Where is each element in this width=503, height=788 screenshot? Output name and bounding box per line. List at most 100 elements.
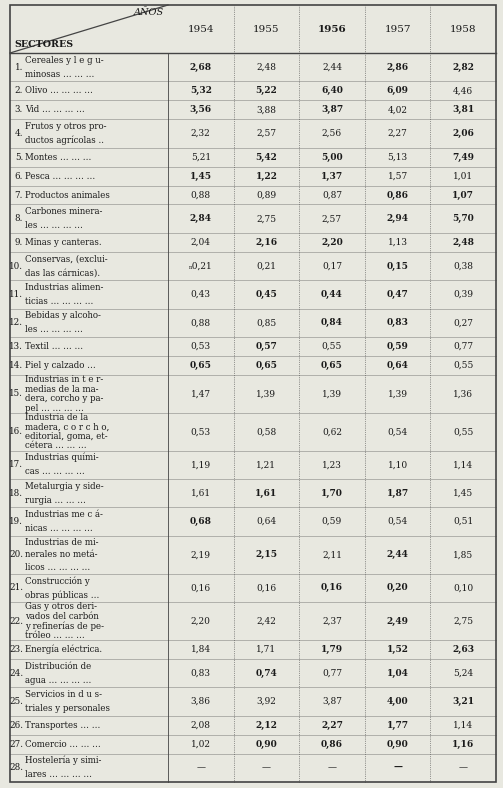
Text: 28.: 28. [9, 764, 23, 772]
Text: 2,04: 2,04 [191, 238, 211, 247]
Text: 17.: 17. [9, 460, 23, 470]
Text: 1,87: 1,87 [386, 489, 408, 498]
Text: 0,85: 0,85 [256, 318, 277, 327]
Text: 2,44: 2,44 [387, 550, 408, 559]
Text: Conservas, (exclui-: Conservas, (exclui- [25, 255, 108, 263]
Text: 0,38: 0,38 [453, 262, 473, 270]
Text: 1,14: 1,14 [453, 460, 473, 470]
Text: 0,88: 0,88 [191, 191, 211, 199]
Text: cétera … … …: cétera … … … [25, 441, 87, 451]
Text: 0,51: 0,51 [453, 517, 473, 526]
Text: Hostelería y simi-: Hostelería y simi- [25, 756, 102, 765]
Text: 2,68: 2,68 [190, 63, 212, 72]
Text: Frutos y otros pro-: Frutos y otros pro- [25, 122, 107, 131]
Text: 21.: 21. [9, 583, 23, 593]
Text: —: — [459, 764, 468, 772]
Text: 2,11: 2,11 [322, 550, 342, 559]
Text: 5,32: 5,32 [190, 87, 212, 95]
Text: 0,53: 0,53 [191, 427, 211, 437]
Text: 24.: 24. [9, 669, 23, 678]
Text: 0,77: 0,77 [322, 669, 342, 678]
Text: 18.: 18. [9, 489, 23, 498]
Text: 5,24: 5,24 [453, 669, 473, 678]
Text: 2,20: 2,20 [321, 238, 343, 247]
Text: 2,19: 2,19 [191, 550, 211, 559]
Text: 10.: 10. [9, 262, 23, 270]
Text: 1,22: 1,22 [256, 172, 277, 180]
Text: obras públicas …: obras públicas … [25, 590, 100, 600]
Text: 0,89: 0,89 [257, 191, 277, 199]
Text: 2,08: 2,08 [191, 721, 211, 730]
Text: 7,49: 7,49 [452, 153, 474, 162]
Text: 26.: 26. [9, 721, 23, 730]
Text: 3,56: 3,56 [190, 106, 212, 114]
Text: 3.: 3. [15, 106, 23, 114]
Text: licos … … … …: licos … … … … [25, 563, 90, 572]
Text: —: — [262, 764, 271, 772]
Text: 3,92: 3,92 [257, 697, 276, 706]
Text: 1,61: 1,61 [256, 489, 278, 498]
Text: 11.: 11. [9, 290, 23, 299]
Text: Distribución de: Distribución de [25, 661, 91, 671]
Text: 0,16: 0,16 [191, 583, 211, 593]
Text: agua … … … …: agua … … … … [25, 676, 92, 685]
Text: 3,86: 3,86 [191, 697, 211, 706]
Text: Transportes … …: Transportes … … [25, 721, 101, 730]
Text: 20.: 20. [9, 550, 23, 559]
Text: triales y personales: triales y personales [25, 704, 110, 713]
Text: 1,21: 1,21 [257, 460, 277, 470]
Text: 2,20: 2,20 [191, 616, 211, 626]
Text: Metalurgia y side-: Metalurgia y side- [25, 481, 104, 491]
Text: 1,57: 1,57 [387, 172, 408, 180]
Text: 0,53: 0,53 [191, 342, 211, 351]
Text: 0,15: 0,15 [387, 262, 408, 270]
Text: 6,09: 6,09 [387, 87, 408, 95]
Text: —: — [196, 764, 205, 772]
Text: 2,94: 2,94 [387, 214, 408, 223]
Text: 1,77: 1,77 [387, 721, 408, 730]
Text: ₙ0,21: ₙ0,21 [189, 262, 213, 270]
Text: 8.: 8. [15, 214, 23, 223]
Text: 25.: 25. [9, 697, 23, 706]
Text: 0,74: 0,74 [256, 668, 277, 678]
Text: 6,40: 6,40 [321, 87, 343, 95]
Text: medias de la ma-: medias de la ma- [25, 385, 99, 393]
Text: 0,57: 0,57 [256, 342, 277, 351]
Text: y refinerías de pe-: y refinerías de pe- [25, 621, 104, 630]
Text: 0,83: 0,83 [387, 318, 408, 327]
Text: 0,59: 0,59 [387, 342, 408, 351]
Text: 1,84: 1,84 [191, 645, 211, 654]
Text: 0,54: 0,54 [387, 427, 408, 437]
Text: 5.: 5. [15, 153, 23, 162]
Text: madera, c o r c h o,: madera, c o r c h o, [25, 422, 109, 432]
Text: 0,43: 0,43 [191, 290, 211, 299]
Text: Carbones minera-: Carbones minera- [25, 207, 103, 216]
Text: 12.: 12. [9, 318, 23, 327]
Text: 2,27: 2,27 [388, 129, 407, 138]
Text: 1954: 1954 [188, 24, 214, 34]
Text: 0,65: 0,65 [190, 361, 212, 370]
Text: 1,45: 1,45 [190, 172, 212, 180]
Text: les … … … …: les … … … … [25, 221, 83, 230]
Text: tróleo … … …: tróleo … … … [25, 630, 85, 640]
Text: 5,70: 5,70 [452, 214, 474, 223]
Text: —: — [393, 764, 402, 772]
Text: 0,54: 0,54 [387, 517, 408, 526]
Text: 1,36: 1,36 [453, 389, 473, 398]
Text: nicas … … … …: nicas … … … … [25, 524, 93, 533]
Text: 2,44: 2,44 [322, 63, 342, 72]
Text: 2,86: 2,86 [386, 63, 408, 72]
Text: Piel y calzado …: Piel y calzado … [25, 361, 96, 370]
Text: 1,01: 1,01 [453, 172, 473, 180]
Text: Industrias alimen-: Industrias alimen- [25, 283, 104, 292]
Text: 1,19: 1,19 [191, 460, 211, 470]
Text: 1,45: 1,45 [453, 489, 473, 498]
Text: Servicios in d u s-: Servicios in d u s- [25, 690, 102, 699]
Text: 0,39: 0,39 [453, 290, 473, 299]
Text: 2,57: 2,57 [257, 129, 277, 138]
Text: 0,86: 0,86 [321, 740, 343, 749]
Text: Pesca … … … …: Pesca … … … … [25, 172, 95, 180]
Text: 2,49: 2,49 [387, 616, 408, 626]
Text: 0,87: 0,87 [322, 191, 342, 199]
Text: 0,84: 0,84 [321, 318, 343, 327]
